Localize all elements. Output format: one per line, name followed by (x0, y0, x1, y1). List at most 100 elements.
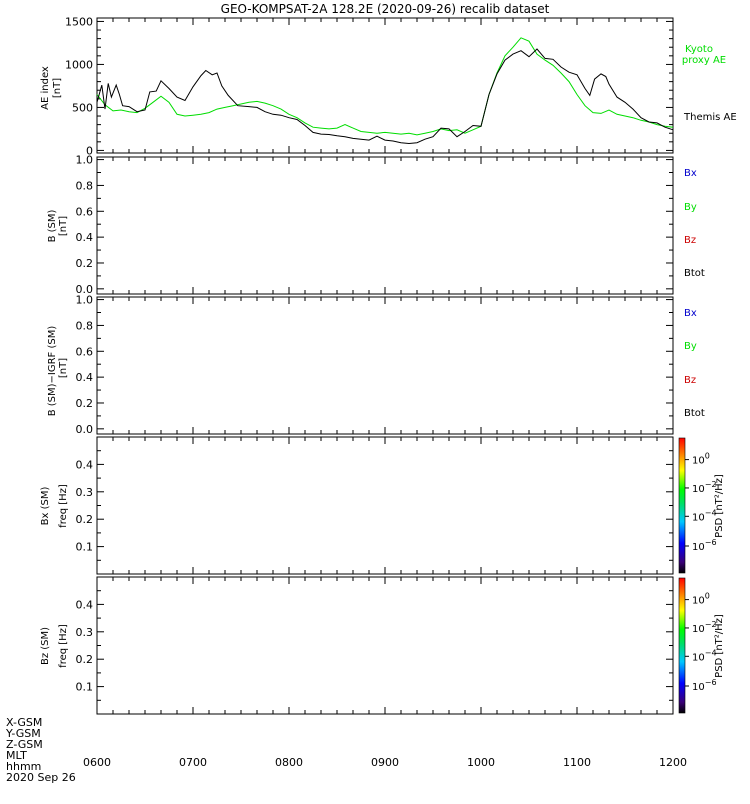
ae-y-ticks: 0 500 1000 1500 (65, 15, 673, 157)
bx-y-ticks: 0.1 0.2 0.3 0.4 (76, 450, 673, 561)
y-tick-label: 0.6 (76, 205, 94, 218)
b-sm-ylabel-1: B (SM) (47, 209, 58, 242)
ae-ylabel-2: [nT] (52, 78, 63, 98)
y-tick-label: 0.2 (76, 397, 94, 410)
b-igrf-legend-bz: Bz (684, 375, 696, 386)
colorbar-tick-exp: −2 (705, 480, 717, 489)
b-sm-legend-by: By (684, 202, 697, 213)
ae-ylabel-1: AE index (40, 66, 51, 110)
y-tick-label: 0.3 (76, 626, 94, 639)
colorbar-tick-base: 10 (692, 512, 705, 523)
colorbar-tick-base: 10 (692, 484, 705, 495)
y-tick-label: 0.2 (76, 513, 94, 526)
y-tick-label: 0.0 (76, 423, 94, 436)
panel-b-sm: 0.00.20.40.60.81.0 B (SM) [nT] Bx By Bz … (47, 154, 705, 296)
colorbar-tick-exp: 0 (705, 452, 710, 461)
ae-legend-kyoto: Kyoto (685, 44, 713, 55)
x-tick-label: 0800 (275, 756, 303, 769)
ae-series (96, 37, 674, 145)
colorbar-tick-exp: −2 (705, 620, 717, 629)
colorbar-tick-exp: −4 (705, 648, 717, 657)
y-tick-label: 0.2 (76, 653, 94, 666)
themis-ae-line (96, 48, 674, 145)
colorbar-tick-label: 10−2 (692, 620, 717, 635)
colorbar-tick-label: 10−6 (692, 678, 717, 693)
colorbar-tick-exp: −6 (705, 538, 717, 547)
y-tick-label: 0.4 (76, 231, 94, 244)
bx-colorbar (678, 437, 686, 574)
bx-colorbar-label: PSD [nT²/Hz] (714, 474, 725, 538)
y-tick-label: 500 (72, 101, 93, 114)
bz-x-ticks (96, 577, 674, 714)
colorbar-tick-label: 100 (692, 592, 710, 607)
y-tick-label: 0.1 (76, 541, 94, 554)
y-tick-label: 0.3 (76, 486, 94, 499)
bz-ylabel-2: freq [Hz] (58, 624, 69, 668)
x-axis-labels: 0600 0700 0800 0900 1000 1100 1200 (83, 756, 687, 769)
x-tick-label: 1000 (467, 756, 495, 769)
b-igrf-y-ticks: 0.0 0.2 0.4 0.6 0.8 1.0 (76, 294, 673, 436)
b-sm-legend-bx: Bx (684, 168, 697, 179)
b-igrf-ylabel-2: [nT] (58, 358, 69, 378)
colorbar-tick-base: 10 (692, 624, 705, 635)
colorbar-tick-base: 10 (692, 596, 705, 607)
bz-colorbar-label: PSD [nT²/Hz] (714, 614, 725, 678)
bx-ylabel-2: freq [Hz] (58, 484, 69, 528)
colorbar-tick-label: 10−6 (692, 538, 717, 553)
b-sm-frame (96, 156, 674, 295)
panel-bz-spectrogram: 0.10.20.30.4 Bz (SM) freq [Hz] 10010−210… (40, 576, 725, 715)
ae-legend-proxy: proxy AE (682, 55, 726, 66)
panel-ae: 0 500 1000 1500 AE index [nT] Kyoto proxy A… (40, 15, 737, 157)
bx-ylabel-1: Bx (SM) (40, 487, 51, 526)
colorbar-tick-label: 100 (692, 452, 710, 467)
y-tick-label: 0.8 (76, 319, 94, 332)
b-igrf-x-ticks (96, 297, 674, 434)
b-sm-x-ticks (96, 157, 674, 294)
footer-mlt: MLT (6, 749, 27, 762)
x-tick-label: 0900 (371, 756, 399, 769)
bx-x-ticks (96, 437, 674, 574)
y-tick-label: 0.4 (76, 458, 94, 471)
footer-labels: X-GSM Y-GSM Z-GSM MLT hhmm 2020 Sep 26 (5, 716, 76, 784)
b-igrf-frame (96, 296, 674, 435)
colorbar-tick-base: 10 (692, 456, 705, 467)
y-tick-label: 0.6 (76, 345, 94, 358)
y-tick-label: 0.2 (76, 257, 94, 270)
x-tick-label: 0700 (179, 756, 207, 769)
y-tick-label: 1500 (65, 15, 93, 28)
b-sm-legend-btot: Btot (684, 268, 705, 279)
colorbar-tick-exp: −4 (705, 508, 717, 517)
ae-legend-themis: Themis AE (683, 112, 737, 123)
b-igrf-legend-by: By (684, 341, 697, 352)
footer-x-gsm: X-GSM (6, 716, 42, 729)
colorbar-tick-exp: 0 (705, 592, 710, 601)
footer-y-gsm: Y-GSM (5, 727, 41, 740)
y-tick-label: 1.0 (76, 154, 94, 167)
y-tick-label: 0.0 (76, 283, 94, 296)
colorbar-tick-base: 10 (692, 652, 705, 663)
figure-title: GEO-KOMPSAT-2A 128.2E (2020-09-26) recal… (221, 2, 550, 16)
bz-colorbar (678, 577, 686, 714)
b-igrf-legend-btot: Btot (684, 408, 705, 419)
colorbar-tick-label: 10−4 (692, 508, 717, 523)
y-tick-label: 1000 (65, 58, 93, 71)
bz-y-ticks: 0.1 0.2 0.3 0.4 (76, 590, 673, 701)
colorbar-tick-base: 10 (692, 682, 705, 693)
footer-hhmm: hhmm (6, 760, 41, 773)
b-sm-legend-bz: Bz (684, 235, 696, 246)
b-sm-y-ticks: 0.0 0.2 0.4 0.6 0.8 1.0 (76, 154, 673, 296)
colorbar-tick-base: 10 (692, 542, 705, 553)
footer-date: 2020 Sep 26 (6, 771, 76, 784)
x-tick-label: 0600 (83, 756, 111, 769)
bz-spec-frame (96, 576, 674, 715)
b-sm-ylabel-2: [nT] (58, 216, 69, 236)
colorbar-tick-exp: −6 (705, 678, 717, 687)
x-tick-label: 1200 (659, 756, 687, 769)
colorbar-tick-label: 10−2 (692, 480, 717, 495)
bz-ylabel-1: Bz (SM) (40, 627, 51, 665)
kyoto-proxy-ae-line (96, 37, 674, 136)
b-igrf-legend-bx: Bx (684, 308, 697, 319)
